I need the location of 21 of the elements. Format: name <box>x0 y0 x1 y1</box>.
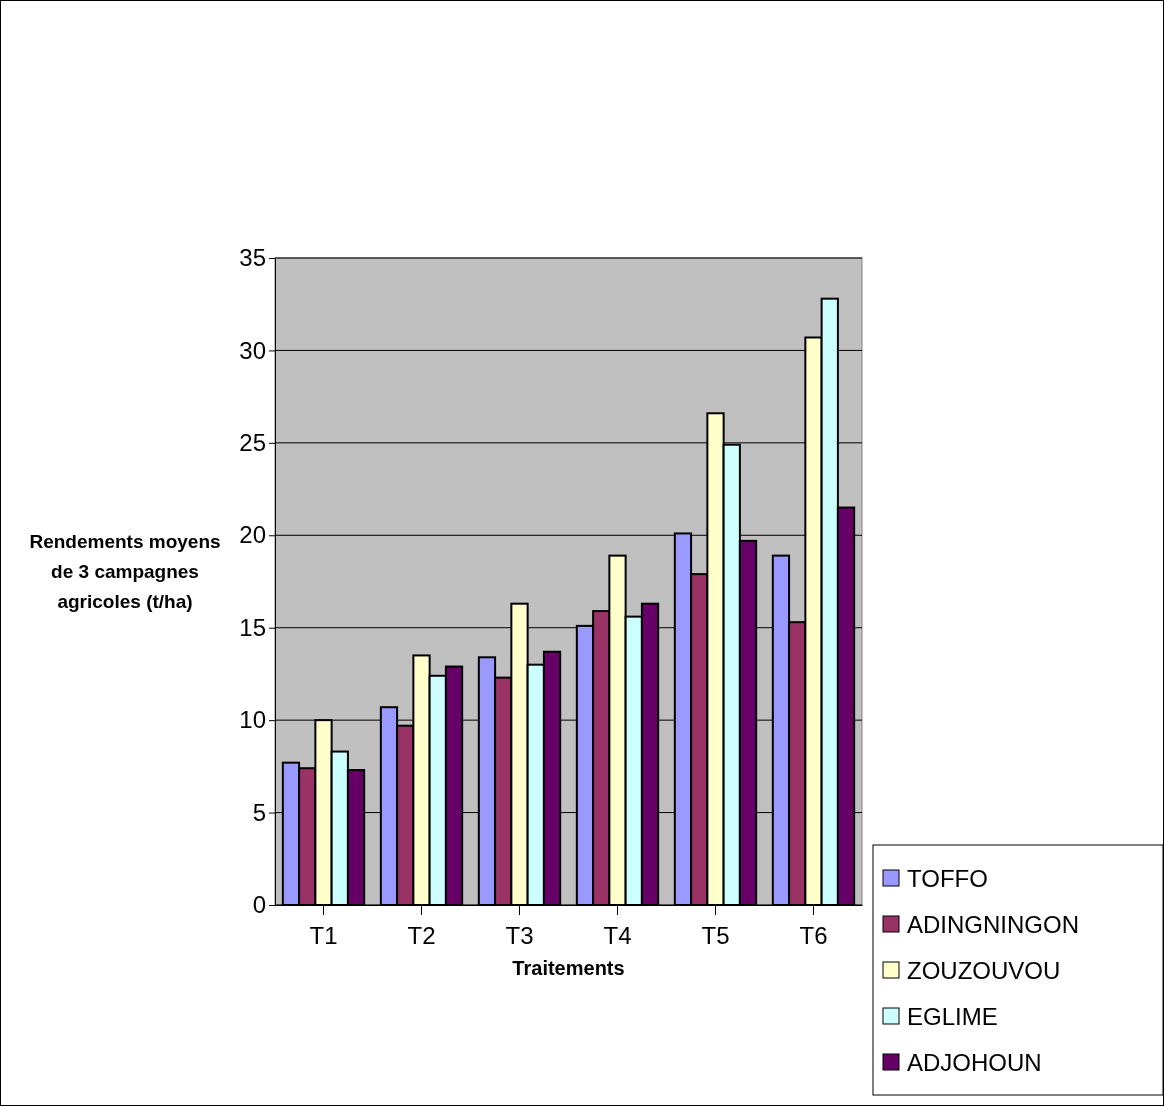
legend-label: ZOUZOUVOU <box>907 957 1061 984</box>
x-axis-title: Traitements <box>512 957 625 979</box>
legend-label: TOFFO <box>907 865 988 892</box>
x-tick-label: T3 <box>505 922 534 950</box>
y-tick-label: 15 <box>239 613 266 641</box>
y-tick-label: 5 <box>252 798 266 826</box>
x-tick-label: T5 <box>701 922 730 950</box>
y-tick-label: 20 <box>239 521 266 549</box>
legend-label: ADJOHOUN <box>907 1049 1042 1076</box>
y-tick-label: 10 <box>239 706 266 734</box>
legend-label: EGLIME <box>907 1003 998 1030</box>
y-tick-label: 25 <box>239 429 266 457</box>
x-tick-label: T1 <box>309 922 338 950</box>
x-tick-label: T2 <box>407 922 436 950</box>
x-tick-label: T4 <box>603 922 632 950</box>
legend-label: ADINGNINGON <box>907 911 1080 938</box>
y-tick-label: 35 <box>239 244 266 272</box>
y-tick-label: 0 <box>252 891 266 919</box>
y-tick-label: 30 <box>239 336 266 364</box>
y-axis-title: Rendements moyens de 3 campagnes agricoles (t/ha) <box>29 531 221 612</box>
x-tick-label: T6 <box>799 922 828 950</box>
